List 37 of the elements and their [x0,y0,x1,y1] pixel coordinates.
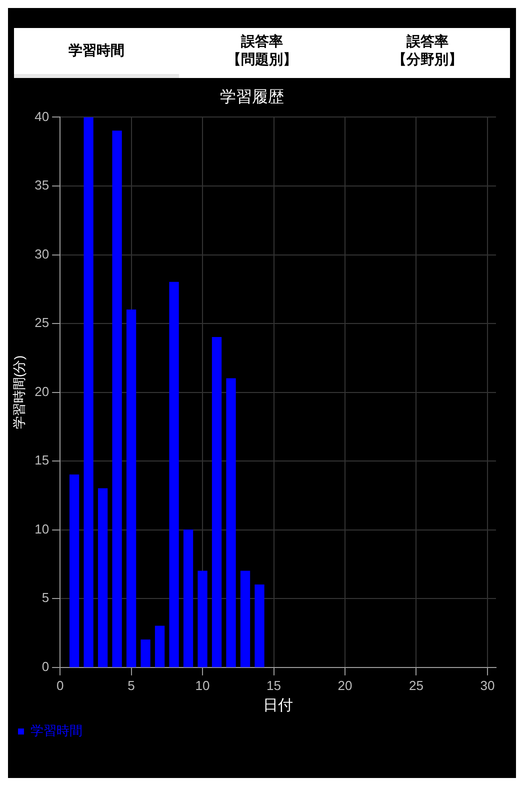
bar [154,626,165,668]
bar [212,336,222,668]
bar [183,530,194,668]
text: 学習時間 [68,42,125,60]
text: 誤答率【分野別】 [391,33,464,69]
y-tick-label: 40 [34,108,50,124]
x-tick-label: 5 [128,678,135,693]
x-tick-label: 10 [195,678,210,693]
legend-label: 学習時間 [30,723,82,738]
bar [140,640,150,668]
y-tick-label: 25 [34,315,50,330]
x-tick-label: 30 [480,678,495,693]
y-tick-label: 35 [34,178,50,193]
y-tick-label: 20 [34,384,50,399]
bar [98,488,108,668]
x-tick-label: 15 [266,678,281,693]
bar [198,570,208,668]
bar [69,474,80,668]
bar [254,584,264,668]
text: 誤答率【問題別】 [226,33,298,69]
y-tick-label: 30 [34,246,50,262]
bar [112,130,122,668]
bar [169,282,179,668]
y-tick-label: 5 [42,590,50,606]
x-tick-label: 20 [338,678,352,693]
x-tick-label: 0 [56,678,64,693]
y-tick-label: 0 [42,658,50,674]
chart-title: 学習履歴 [220,88,284,106]
bar [84,117,94,668]
x-tick-label: 25 [408,678,424,693]
bar [226,378,236,668]
x-axis-title: 日付 [263,697,294,714]
y-axis-title: 学習時間(分) [11,355,26,430]
bar [240,570,250,668]
y-tick-label: 15 [34,452,50,468]
bar [126,309,136,668]
y-tick-label: 10 [34,521,50,536]
